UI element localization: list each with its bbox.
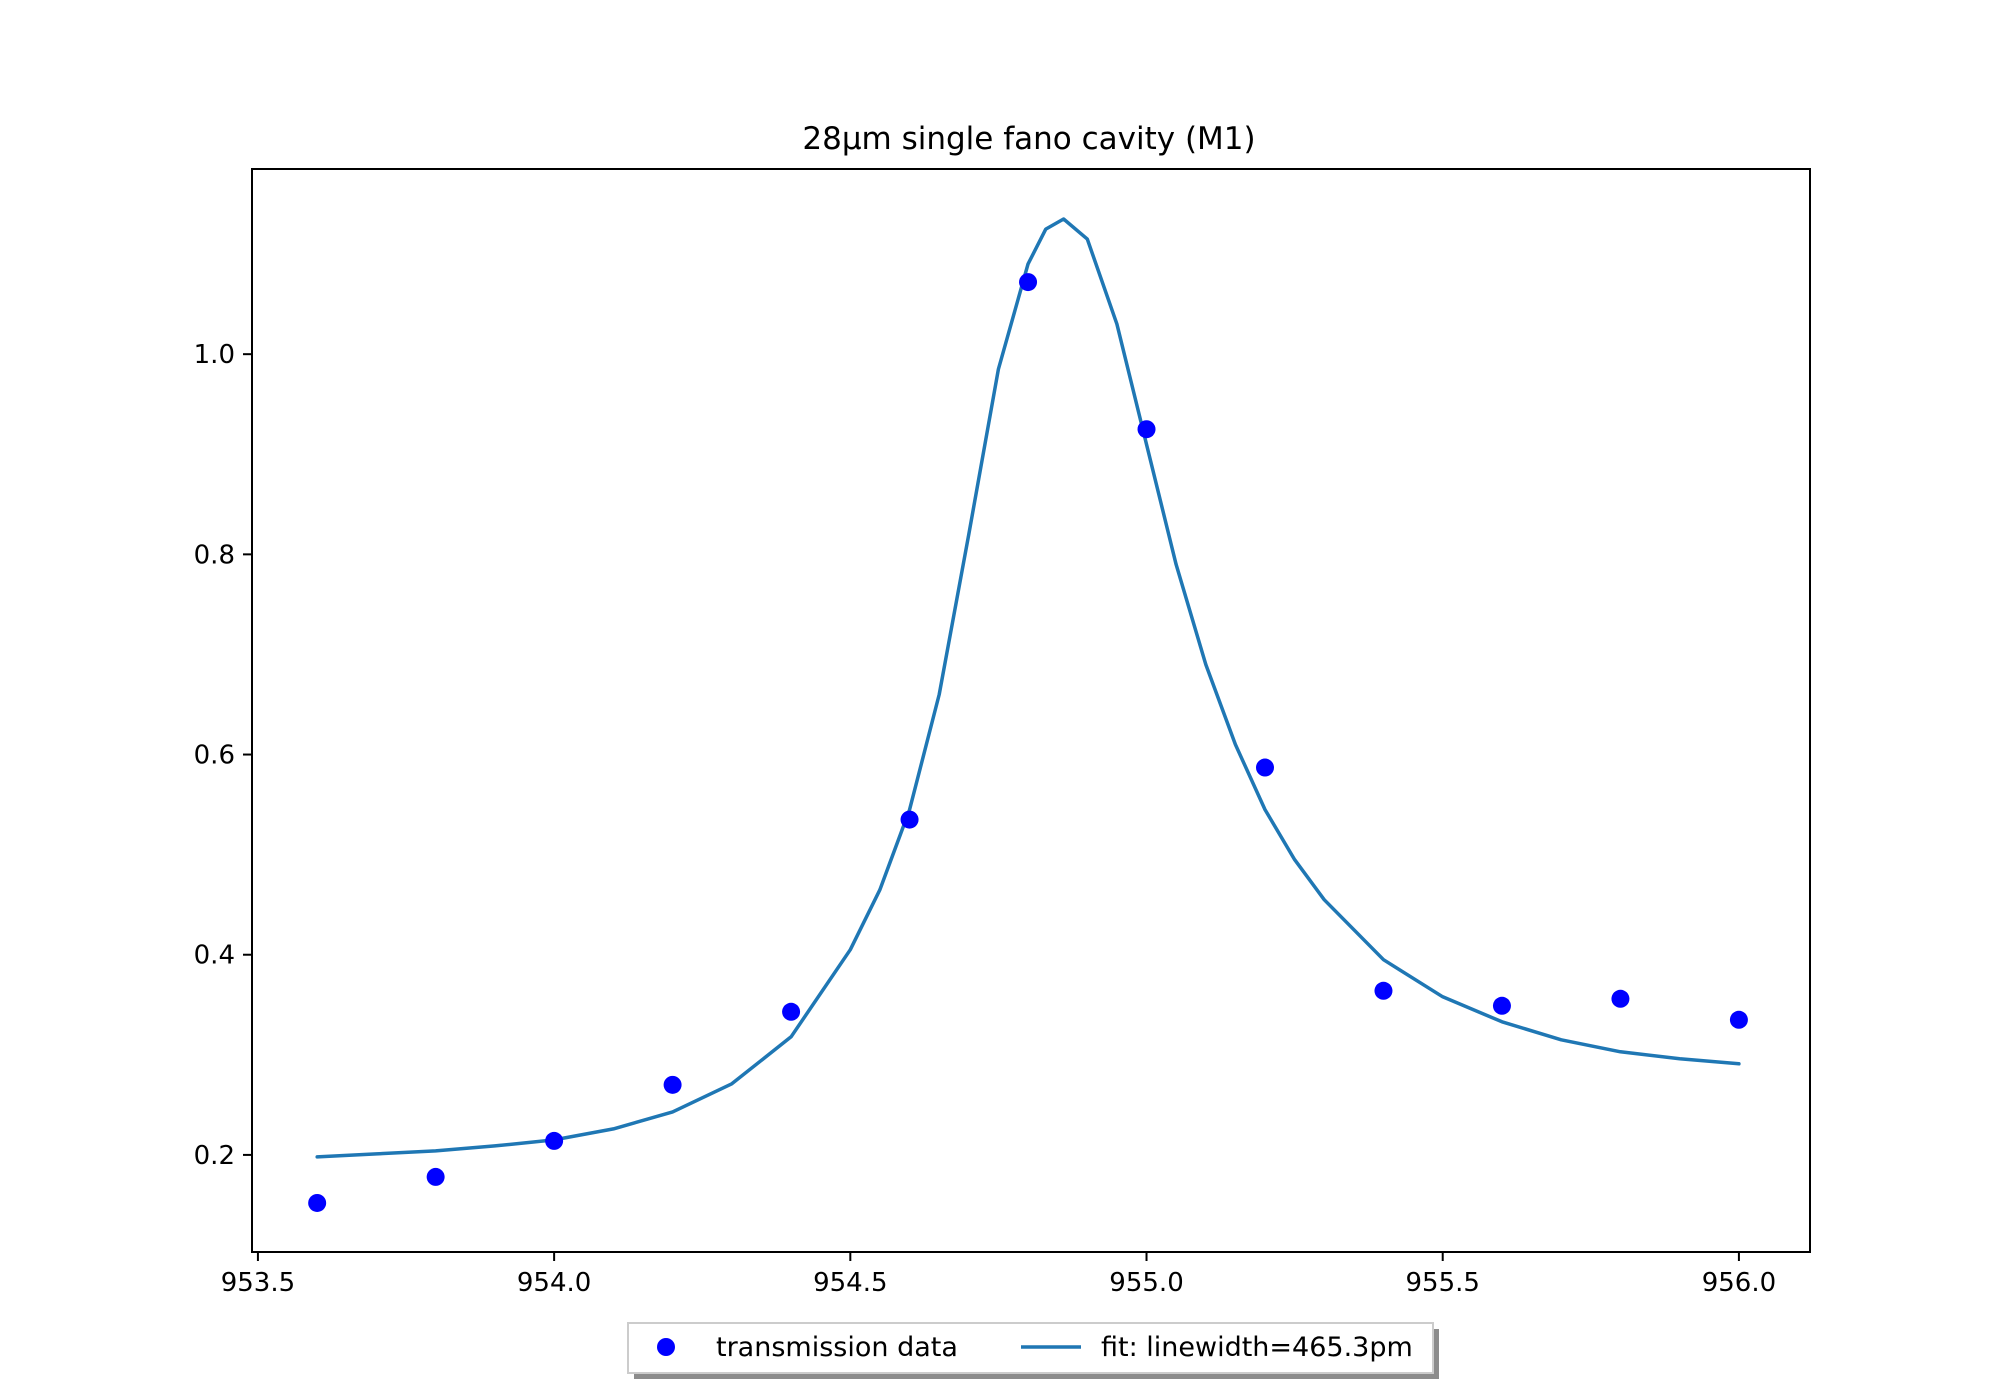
- x-tick-label: 953.5: [221, 1268, 295, 1298]
- data-point: [782, 1002, 801, 1021]
- y-tick-label: 0.4: [194, 941, 235, 971]
- y-tick-label: 0.6: [194, 741, 235, 771]
- legend-label-transmission-data: transmission data: [716, 1332, 958, 1363]
- y-axis: 0.2 0.4 0.6 0.8 1.0: [194, 340, 252, 1171]
- x-axis: 953.5 954.0 954.5 955.0 955.5 956.0: [221, 1252, 1776, 1298]
- data-point: [1255, 758, 1274, 777]
- x-tick-label: 954.0: [517, 1268, 591, 1298]
- x-tick-label: 955.0: [1109, 1268, 1183, 1298]
- data-point: [1729, 1010, 1748, 1029]
- legend-label-fit: fit: linewidth=465.3pm: [1101, 1332, 1413, 1363]
- data-point: [1374, 981, 1393, 1000]
- x-tick-label: 955.5: [1405, 1268, 1479, 1298]
- x-tick-label: 954.5: [813, 1268, 887, 1298]
- legend: transmission data fit: linewidth=465.3pm: [627, 1322, 1439, 1379]
- data-point: [1019, 273, 1038, 292]
- fit-line: [315, 217, 1741, 1159]
- x-tick-label: 956.0: [1702, 1268, 1776, 1298]
- data-point: [426, 1167, 445, 1186]
- y-tick-label: 0.8: [194, 540, 235, 570]
- data-point: [1611, 989, 1630, 1008]
- plot-frame: [251, 168, 1811, 1253]
- data-point: [308, 1193, 327, 1212]
- y-tick-label: 0.2: [194, 1141, 235, 1171]
- data-point: [663, 1075, 682, 1094]
- legend-marker-transmission-data: [657, 1338, 675, 1356]
- data-point: [1137, 420, 1156, 439]
- y-tick-label: 1.0: [194, 340, 235, 370]
- data-point: [900, 810, 919, 829]
- data-point: [1492, 996, 1511, 1015]
- data-points-group: [308, 273, 1748, 1212]
- chart-title: 28µm single fano cavity (M1): [802, 121, 1255, 157]
- data-point: [545, 1131, 564, 1150]
- fit-line-group: [315, 217, 1741, 1159]
